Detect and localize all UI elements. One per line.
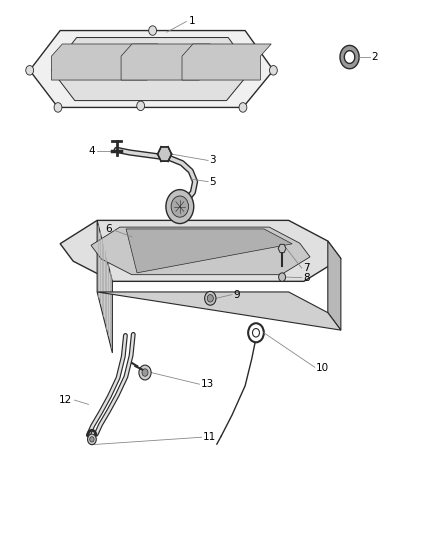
- Circle shape: [166, 190, 194, 223]
- Text: 3: 3: [209, 156, 216, 165]
- Text: 10: 10: [316, 364, 329, 373]
- Polygon shape: [30, 30, 273, 108]
- Circle shape: [149, 26, 156, 35]
- Circle shape: [279, 273, 286, 281]
- Polygon shape: [52, 37, 251, 101]
- Circle shape: [205, 292, 216, 305]
- Circle shape: [139, 365, 151, 380]
- Text: 4: 4: [88, 146, 95, 156]
- Circle shape: [207, 295, 213, 302]
- Polygon shape: [328, 241, 341, 330]
- Text: 7: 7: [303, 263, 310, 273]
- Circle shape: [26, 66, 34, 75]
- Text: 2: 2: [371, 52, 378, 62]
- Polygon shape: [51, 44, 158, 80]
- Text: 6: 6: [106, 224, 113, 235]
- Text: 13: 13: [201, 379, 214, 389]
- Circle shape: [137, 101, 145, 111]
- Circle shape: [54, 103, 62, 112]
- Text: 5: 5: [209, 176, 216, 187]
- Polygon shape: [97, 220, 113, 353]
- Text: 12: 12: [59, 395, 72, 405]
- Circle shape: [142, 369, 148, 376]
- Circle shape: [88, 434, 96, 445]
- Circle shape: [269, 66, 277, 75]
- Text: 11: 11: [203, 432, 216, 442]
- Text: 9: 9: [233, 289, 240, 300]
- Polygon shape: [126, 229, 292, 273]
- Polygon shape: [97, 292, 341, 330]
- Circle shape: [171, 196, 188, 217]
- Polygon shape: [121, 44, 210, 80]
- Wedge shape: [340, 45, 359, 69]
- Polygon shape: [278, 244, 286, 253]
- Polygon shape: [60, 220, 341, 281]
- Circle shape: [90, 437, 94, 442]
- Polygon shape: [158, 147, 172, 161]
- Polygon shape: [182, 44, 271, 80]
- Text: 8: 8: [303, 273, 310, 282]
- Polygon shape: [91, 227, 310, 274]
- Circle shape: [239, 103, 247, 112]
- Text: 1: 1: [188, 16, 195, 26]
